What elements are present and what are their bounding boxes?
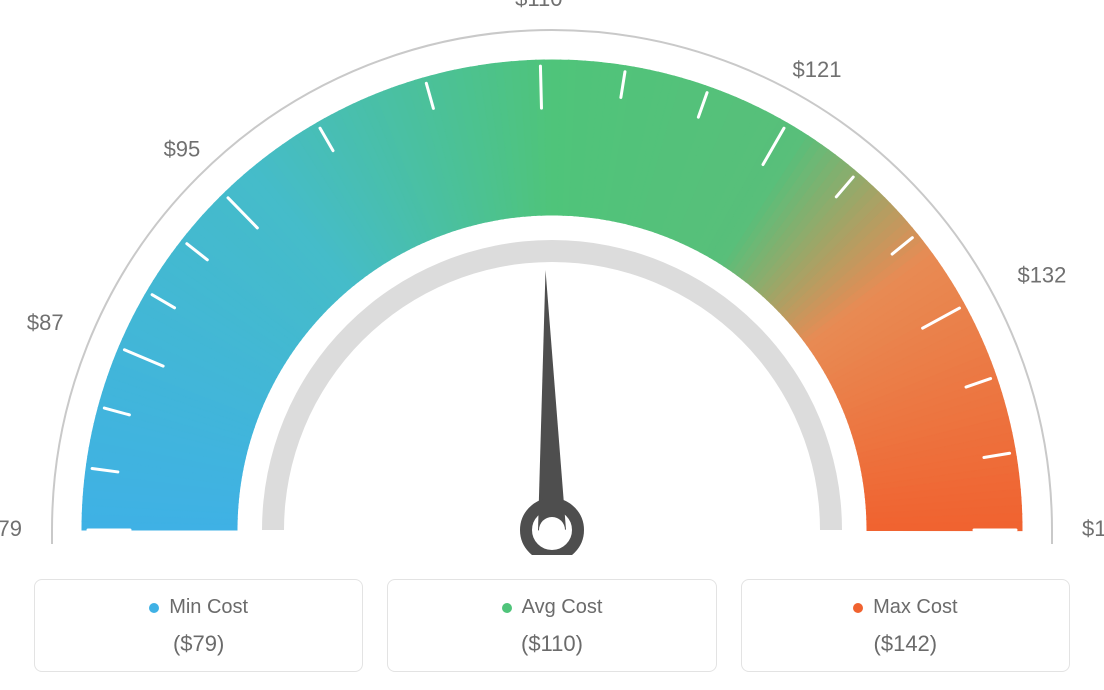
legend-dot-min [149, 603, 159, 613]
legend-dot-avg [502, 603, 512, 613]
legend-title-max: Max Cost [853, 596, 957, 619]
gauge-tick-label: $79 [0, 516, 22, 541]
legend-card-max: Max Cost ($142) [741, 579, 1070, 672]
legend-row: Min Cost ($79) Avg Cost ($110) Max Cost … [0, 579, 1104, 672]
legend-value-avg: ($110) [398, 631, 705, 657]
legend-value-min: ($79) [45, 631, 352, 657]
legend-label-max: Max Cost [873, 596, 957, 619]
gauge-tick-label: $95 [164, 137, 201, 162]
legend-card-avg: Avg Cost ($110) [387, 579, 716, 672]
gauge-svg: $79 $87 $95 $110 $121 $132 $142 [0, 0, 1104, 555]
legend-title-avg: Avg Cost [502, 596, 603, 619]
legend-label-avg: Avg Cost [522, 596, 603, 619]
gauge-tick-label: $110 [515, 0, 562, 11]
gauge-tick-label: $121 [793, 57, 842, 82]
legend-card-min: Min Cost ($79) [34, 579, 363, 672]
gauge-tick-label: $142 [1082, 516, 1104, 541]
legend-dot-max [853, 603, 863, 613]
cost-gauge: $79 $87 $95 $110 $121 $132 $142 [0, 0, 1104, 555]
legend-label-min: Min Cost [169, 596, 248, 619]
gauge-tick-label: $87 [27, 310, 64, 335]
legend-title-min: Min Cost [149, 596, 248, 619]
gauge-tick-label: $132 [1017, 263, 1066, 288]
legend-value-max: ($142) [752, 631, 1059, 657]
